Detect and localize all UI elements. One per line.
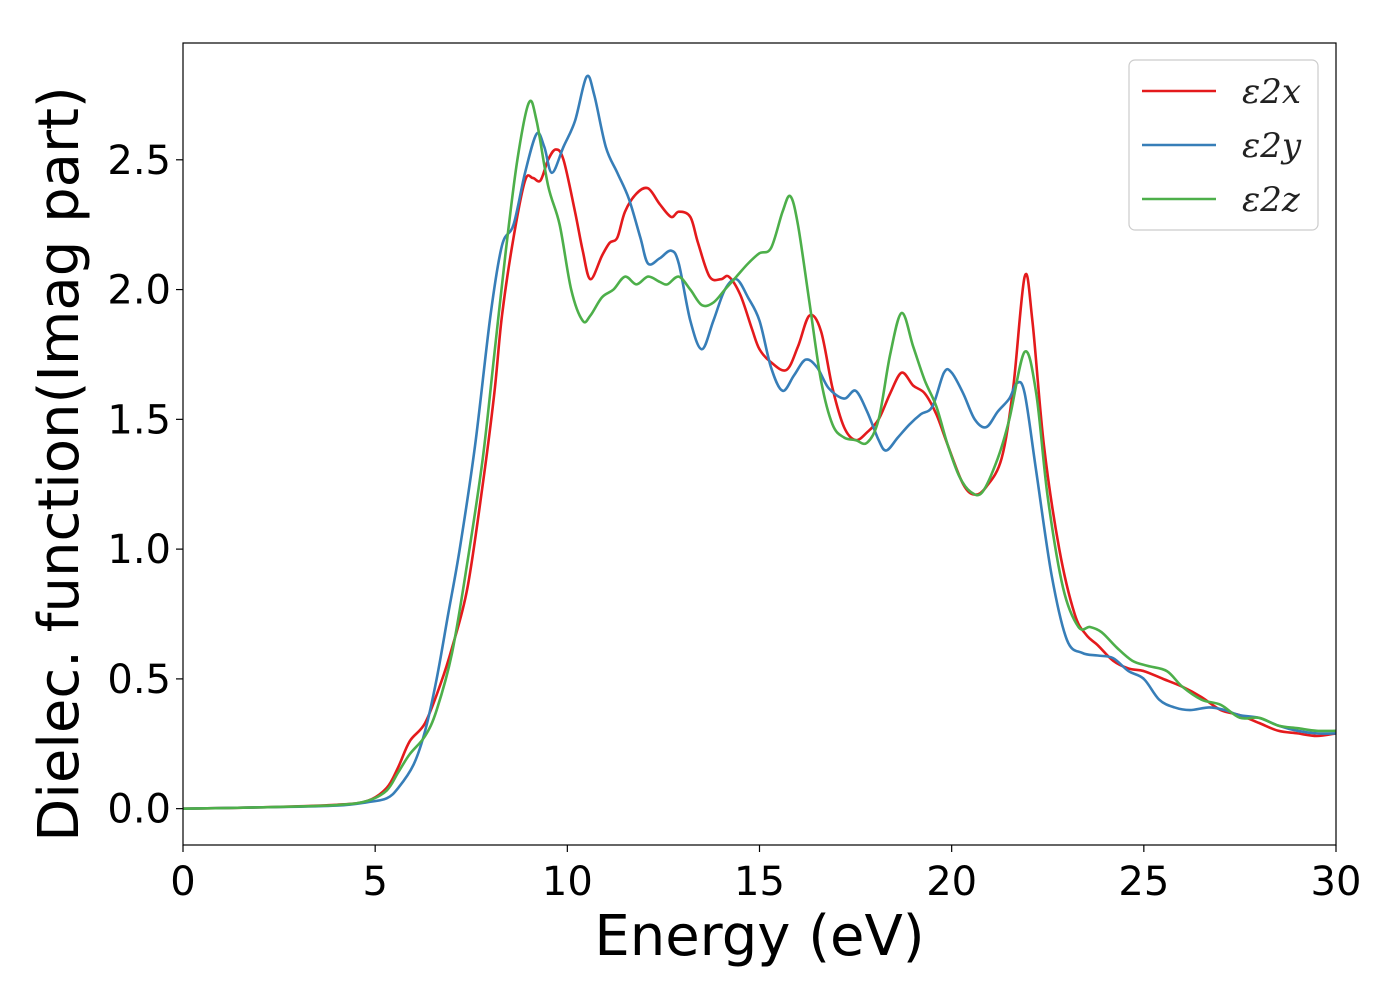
x-tick-label: 0 (170, 859, 195, 905)
y-tick-label: 2.0 (107, 268, 171, 314)
x-tick-label: 15 (734, 859, 785, 905)
x-axis-label: Energy (eV) (594, 904, 924, 969)
y-axis-label: Dielec. function(Imag part) (27, 86, 92, 842)
legend: ε2x ε2y ε2z (1128, 59, 1319, 231)
y-tick-label: 1.0 (107, 527, 171, 573)
y-tick-label: 2.5 (107, 138, 171, 184)
series-line-2 (183, 74, 1336, 810)
x-tick-label: 10 (542, 859, 593, 905)
y-tick-label: 0.0 (107, 787, 171, 833)
x-tick-label: 25 (1118, 859, 1169, 905)
legend-box (1128, 59, 1319, 231)
y-axis-ticks: 0.0 0.5 1.0 1.5 2.0 2.5 (107, 138, 183, 833)
x-tick-label: 20 (926, 859, 977, 905)
series-layer (183, 74, 1336, 810)
x-tick-label: 5 (362, 859, 387, 905)
y-tick-label: 1.5 (107, 397, 171, 443)
legend-label: ε2y (1242, 126, 1302, 166)
x-tick-label: 30 (1311, 859, 1362, 905)
y-tick-label: 0.5 (107, 657, 171, 703)
legend-label: ε2x (1242, 72, 1301, 112)
legend-label: ε2z (1242, 180, 1301, 220)
x-axis-ticks: 0 5 10 15 20 25 30 (170, 845, 1361, 905)
series-line-3 (183, 99, 1336, 810)
